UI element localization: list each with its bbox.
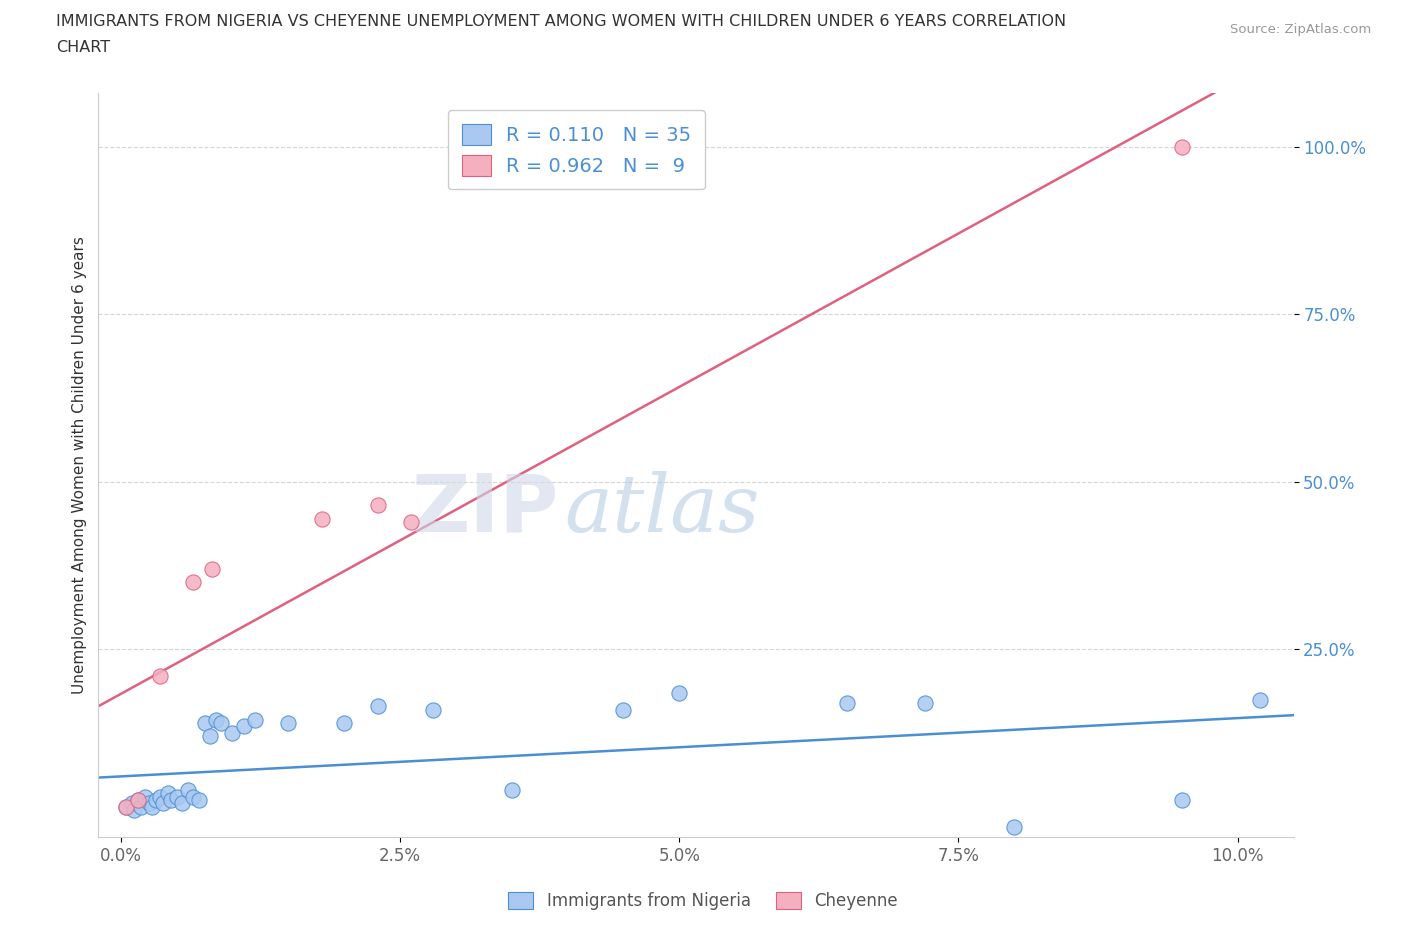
Point bbox=[1002, 819, 1025, 834]
Point bbox=[333, 715, 356, 730]
Point bbox=[277, 715, 299, 730]
Point bbox=[914, 696, 936, 711]
Point bbox=[201, 562, 224, 577]
Point bbox=[122, 803, 145, 817]
Point bbox=[183, 575, 205, 590]
Point bbox=[127, 792, 149, 807]
Point bbox=[422, 702, 444, 717]
Point bbox=[129, 800, 152, 815]
Point bbox=[311, 512, 333, 526]
Point bbox=[193, 715, 215, 730]
Point bbox=[138, 796, 160, 811]
Point bbox=[399, 514, 422, 529]
Point bbox=[134, 790, 156, 804]
Point bbox=[177, 783, 200, 798]
Point bbox=[221, 725, 243, 740]
Point bbox=[166, 790, 188, 804]
Point bbox=[612, 702, 634, 717]
Point bbox=[160, 792, 183, 807]
Point bbox=[115, 800, 138, 815]
Point bbox=[152, 796, 174, 811]
Point bbox=[149, 790, 172, 804]
Point bbox=[172, 796, 194, 811]
Point bbox=[1171, 140, 1194, 154]
Point bbox=[1249, 692, 1271, 707]
Point bbox=[232, 719, 254, 734]
Point bbox=[145, 792, 167, 807]
Text: CHART: CHART bbox=[56, 40, 110, 55]
Text: Source: ZipAtlas.com: Source: ZipAtlas.com bbox=[1230, 23, 1371, 36]
Y-axis label: Unemployment Among Women with Children Under 6 years: Unemployment Among Women with Children U… bbox=[72, 236, 87, 694]
Legend: Immigrants from Nigeria, Cheyenne: Immigrants from Nigeria, Cheyenne bbox=[502, 885, 904, 917]
Text: IMMIGRANTS FROM NIGERIA VS CHEYENNE UNEMPLOYMENT AMONG WOMEN WITH CHILDREN UNDER: IMMIGRANTS FROM NIGERIA VS CHEYENNE UNEM… bbox=[56, 14, 1066, 29]
Point bbox=[127, 792, 149, 807]
Point bbox=[198, 729, 221, 744]
Point bbox=[187, 792, 209, 807]
Point bbox=[204, 712, 226, 727]
Point bbox=[243, 712, 266, 727]
Point bbox=[141, 800, 163, 815]
Text: ZIP: ZIP bbox=[412, 471, 558, 549]
Point bbox=[183, 790, 205, 804]
Point bbox=[121, 796, 143, 811]
Text: atlas: atlas bbox=[565, 471, 759, 549]
Point bbox=[156, 786, 179, 801]
Point bbox=[367, 498, 389, 512]
Point bbox=[115, 800, 138, 815]
Point bbox=[501, 783, 523, 798]
Point bbox=[1171, 792, 1194, 807]
Point bbox=[149, 669, 172, 684]
Point bbox=[367, 698, 389, 713]
Legend: R = 0.110   N = 35, R = 0.962   N =  9: R = 0.110 N = 35, R = 0.962 N = 9 bbox=[449, 110, 704, 190]
Point bbox=[209, 715, 232, 730]
Point bbox=[668, 685, 690, 700]
Point bbox=[835, 696, 858, 711]
